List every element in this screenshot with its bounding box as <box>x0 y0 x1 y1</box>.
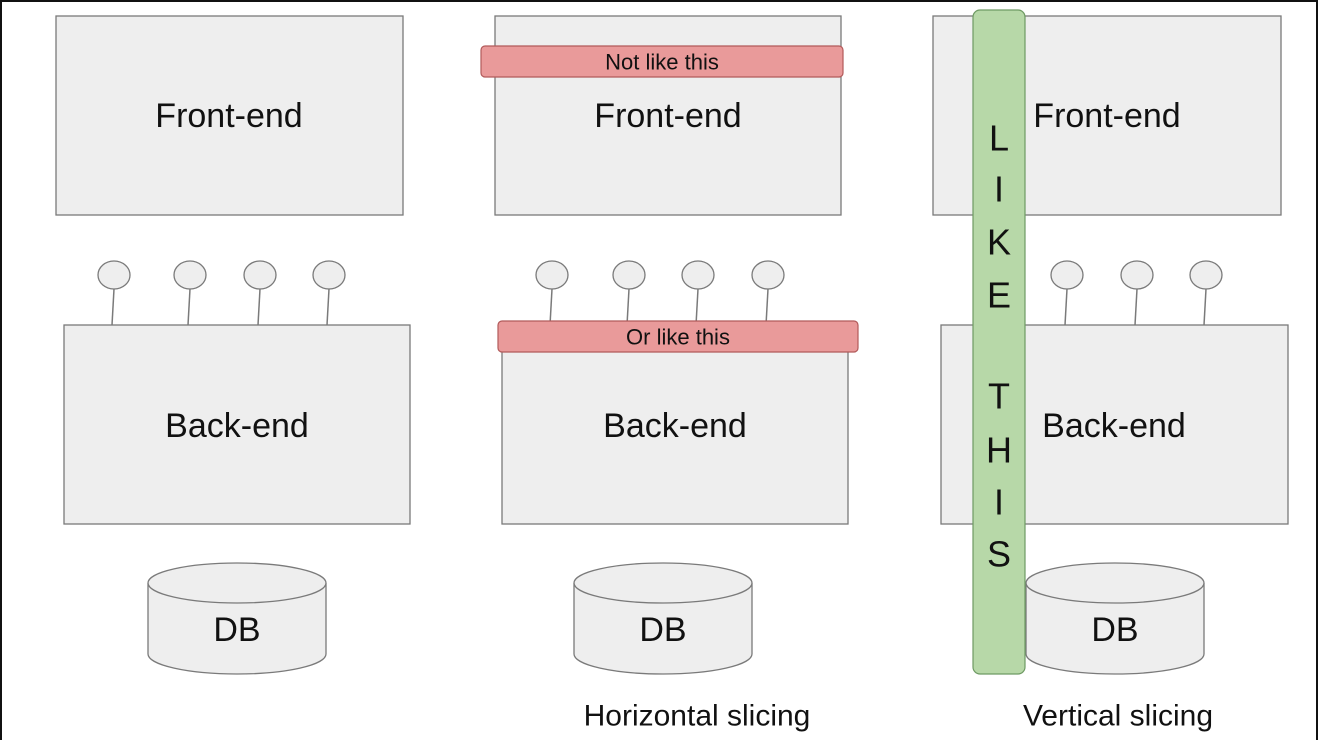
frontend-label: Front-end <box>1033 97 1180 135</box>
database-cylinder <box>573 562 753 675</box>
db-top <box>573 562 753 604</box>
endpoint-stem <box>326 288 330 326</box>
column-baseline: Front-end Back-end DB <box>55 15 411 675</box>
vertical-slice-bar <box>972 9 1026 675</box>
endpoint-node <box>1120 260 1154 290</box>
caption-horizontal-slicing: Horizontal slicing <box>584 700 811 733</box>
api-endpoints <box>1050 260 1223 326</box>
banner-top-label: Not like this <box>605 50 719 75</box>
endpoint-node <box>1189 260 1223 290</box>
endpoint-node <box>312 260 346 290</box>
endpoint-stem <box>765 288 769 326</box>
vertical-slice-letter: T <box>988 376 1010 417</box>
db-top <box>147 562 327 604</box>
endpoint-node <box>681 260 715 290</box>
database-cylinder <box>1025 562 1205 675</box>
endpoint-stem <box>111 288 115 326</box>
endpoint-node <box>243 260 277 290</box>
backend-box <box>501 324 849 525</box>
vertical-slice-letter: K <box>987 222 1011 263</box>
vertical-slice-letter: E <box>987 275 1011 316</box>
db-label: DB <box>1091 611 1138 649</box>
db-body <box>1025 583 1205 675</box>
api-endpoints <box>535 260 785 326</box>
vertical-slice-letter: L <box>989 118 1009 159</box>
endpoint-stem <box>1134 288 1138 326</box>
db-label: DB <box>639 611 686 649</box>
frontend-label: Front-end <box>594 97 741 135</box>
endpoint-node <box>97 260 131 290</box>
endpoint-node <box>751 260 785 290</box>
api-endpoints <box>97 260 346 326</box>
endpoint-stem <box>257 288 261 326</box>
banner-top <box>480 45 844 78</box>
db-top <box>1025 562 1205 604</box>
endpoint-node <box>535 260 569 290</box>
endpoint-node <box>173 260 207 290</box>
backend-box <box>63 324 411 525</box>
endpoint-stem <box>549 288 553 326</box>
vertical-slice-letter: I <box>994 482 1004 523</box>
column-horizontal: Front-end Back-end DB Not like this <box>480 15 859 733</box>
endpoint-node <box>612 260 646 290</box>
db-body <box>147 583 327 675</box>
banner-middle-label: Or like this <box>626 325 730 350</box>
frontend-box <box>55 15 404 216</box>
db-body <box>573 583 753 675</box>
db-label: DB <box>213 611 260 649</box>
endpoint-node <box>1050 260 1084 290</box>
vertical-slice-letter: S <box>987 534 1011 575</box>
backend-label: Back-end <box>165 407 309 445</box>
endpoint-stem <box>187 288 191 326</box>
endpoint-stem <box>1203 288 1207 326</box>
backend-label: Back-end <box>603 407 747 445</box>
vertical-slice-letter: I <box>994 169 1004 210</box>
vertical-slice-letter: H <box>986 430 1012 471</box>
frontend-label: Front-end <box>155 97 302 135</box>
banner-middle <box>497 320 859 353</box>
backend-label: Back-end <box>1042 407 1186 445</box>
endpoint-stem <box>1064 288 1068 326</box>
database-cylinder <box>147 562 327 675</box>
endpoint-stem <box>626 288 630 326</box>
caption-vertical-slicing: Vertical slicing <box>1023 700 1213 733</box>
endpoint-stem <box>695 288 699 326</box>
